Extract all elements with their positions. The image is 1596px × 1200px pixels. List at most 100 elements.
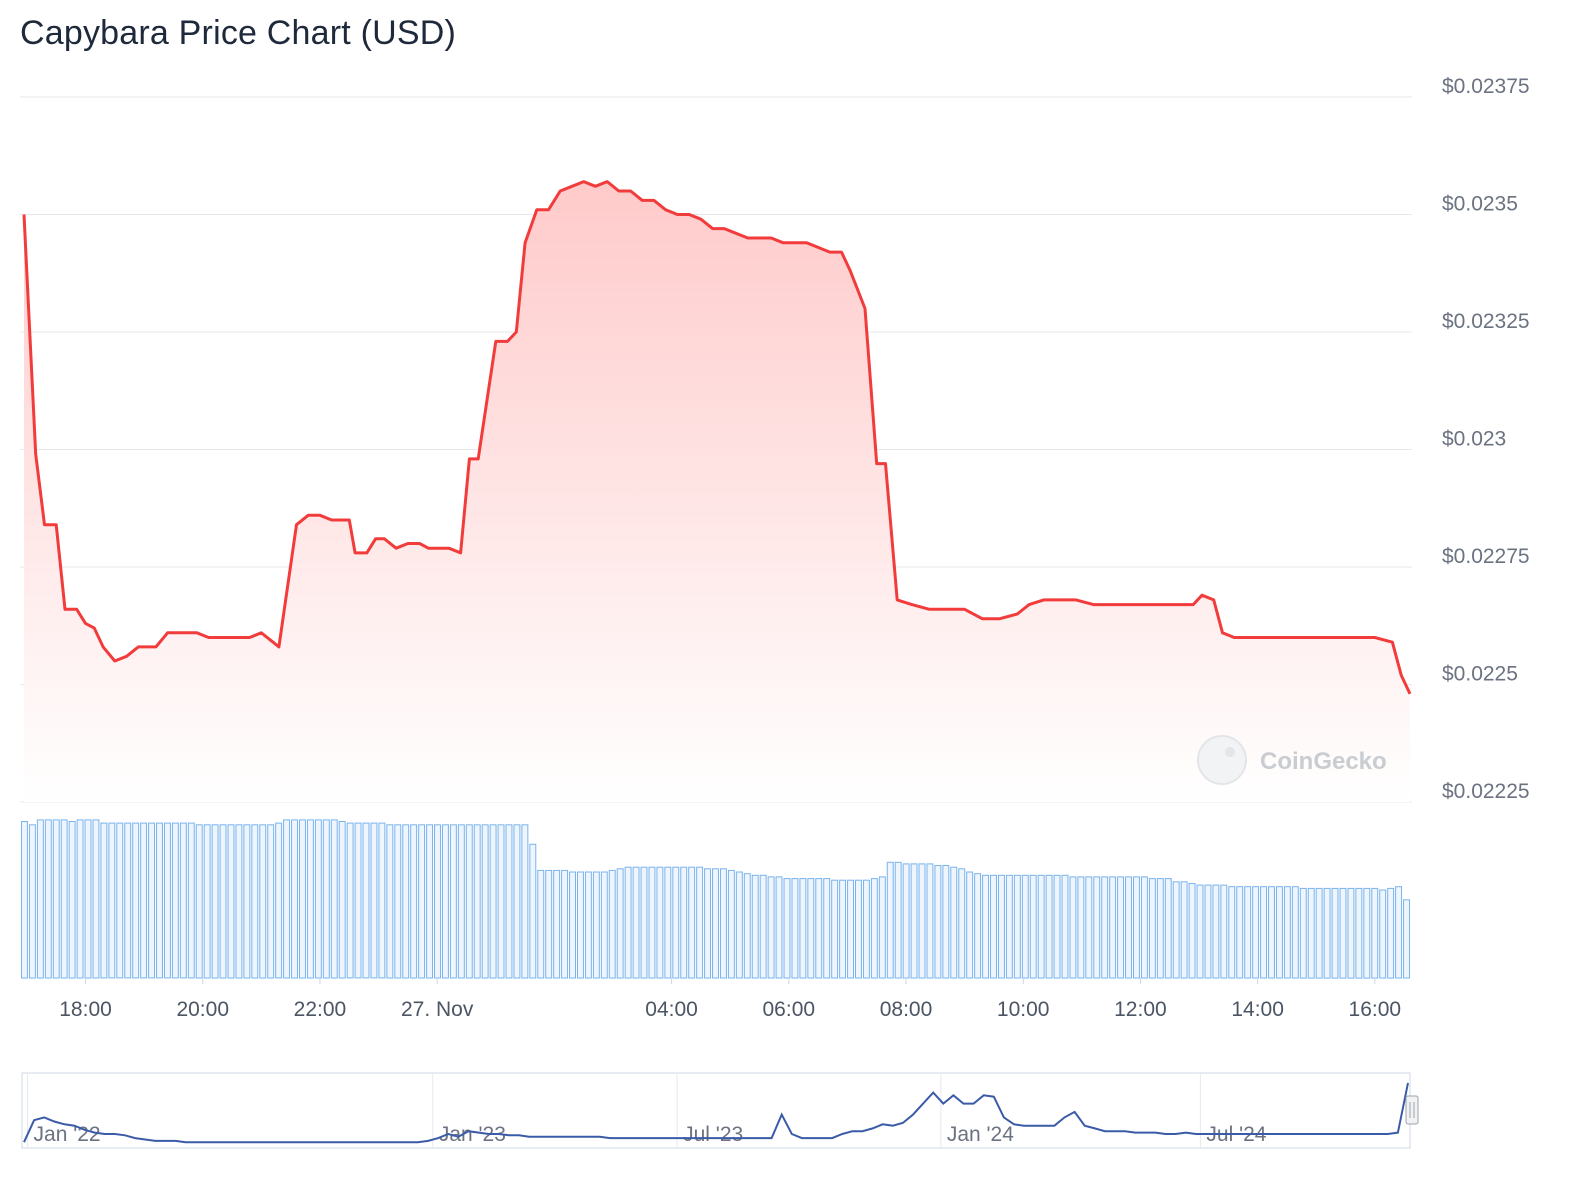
volume-bar (1236, 886, 1244, 979)
volume-bar (608, 869, 616, 979)
volume-bar (505, 824, 513, 979)
volume-bar (489, 824, 497, 979)
volume-bar (1363, 887, 1371, 979)
volume-bar (219, 824, 227, 979)
volume-bar (267, 824, 275, 979)
volume-bar (1403, 899, 1411, 979)
volume-bar (743, 873, 751, 979)
volume-bar (1077, 876, 1085, 979)
price-y-tick-label: $0.0235 (1442, 193, 1518, 216)
time-x-tick-label: 10:00 (997, 998, 1050, 1021)
volume-bar (878, 876, 886, 979)
volume-bar (108, 822, 116, 979)
volume-bar (886, 861, 894, 979)
volume-bar (370, 822, 378, 979)
volume-bar (1117, 876, 1125, 979)
volume-bar (624, 866, 632, 979)
time-x-tick-label: 20:00 (176, 998, 229, 1021)
volume-bar (100, 822, 108, 979)
navigator-handle[interactable] (1405, 1095, 1419, 1125)
volume-bar (950, 866, 958, 979)
price-line[interactable] (22, 180, 1412, 695)
volume-bar (529, 843, 537, 979)
volume-bar (537, 869, 545, 979)
volume-bar (1029, 874, 1037, 979)
volume-bar (338, 821, 346, 979)
range-navigator[interactable]: Jan '22 Jan '23 Jul '23 Jan '24 Jul '24 (21, 1072, 1419, 1149)
navigator-tick-label: Jan '23 (439, 1123, 506, 1146)
volume-bar (457, 824, 465, 979)
volume-bar (974, 873, 982, 979)
volume-bar (1355, 887, 1363, 979)
volume-bar (179, 822, 187, 979)
volume-bar (1069, 876, 1077, 979)
volume-bar (839, 879, 847, 979)
time-x-tick-label: 14:00 (1231, 998, 1284, 1021)
volume-bar (592, 871, 600, 979)
volume-bar (910, 863, 918, 979)
volume-bar (719, 868, 727, 979)
volume-bar (982, 874, 990, 979)
volume-bar (362, 822, 370, 979)
volume-bar (958, 868, 966, 979)
volume-bar (791, 878, 799, 979)
volume-bar (1339, 887, 1347, 979)
volume-bar (1244, 886, 1252, 979)
volume-bar (815, 878, 823, 979)
volume-bar (346, 822, 354, 979)
volume-bar (664, 866, 672, 979)
time-x-tick-label: 08:00 (880, 998, 933, 1021)
volume-bar (52, 819, 60, 979)
volume-bar (306, 819, 314, 979)
volume-bar (727, 869, 735, 979)
volume-bar (1148, 878, 1156, 979)
volume-bar (140, 822, 148, 979)
volume-bar (926, 863, 934, 979)
volume-bar (1061, 874, 1069, 979)
volume-bar (1140, 876, 1148, 979)
volume-bar (402, 824, 410, 979)
volume-bar (227, 824, 235, 979)
volume-bar (84, 819, 92, 979)
price-y-tick-label: $0.02275 (1442, 545, 1530, 568)
volume-bar (1379, 889, 1387, 979)
gecko-logo-icon (1197, 735, 1247, 785)
volume-bar (894, 861, 902, 979)
volume-bar (1260, 886, 1268, 979)
volume-bar (1283, 886, 1291, 979)
navigator-tick-label: Jul '23 (683, 1123, 743, 1146)
volume-bar (1156, 878, 1164, 979)
volume-bar (1085, 876, 1093, 979)
volume-bar (163, 822, 171, 979)
volume-bar (426, 824, 434, 979)
time-x-tick-label: 16:00 (1349, 998, 1402, 1021)
volume-bar (92, 819, 100, 979)
volume-bar (712, 868, 719, 979)
volume-bar (465, 824, 473, 979)
navigator-handle-grip[interactable] (1405, 1095, 1419, 1125)
volume-bar (735, 871, 743, 979)
volume-bar (648, 866, 656, 979)
time-x-tick-label: 06:00 (763, 998, 816, 1021)
volume-bar (672, 866, 680, 979)
volume-bar (410, 824, 418, 979)
volume-bar (330, 819, 338, 979)
volume-bar (640, 866, 648, 979)
price-y-tick-label: $0.023 (1442, 428, 1506, 451)
gecko-eye-icon (1225, 747, 1235, 757)
volume-bar (751, 874, 759, 979)
volume-bar (1109, 876, 1117, 979)
volume-bar (1387, 887, 1395, 979)
volume-bar (704, 868, 712, 979)
volume-bar (966, 871, 974, 979)
price-y-tick-label: $0.02375 (1442, 75, 1530, 98)
volume-bar (616, 868, 624, 979)
volume-bar (171, 822, 179, 979)
volume-bar (441, 824, 449, 979)
volume-bar (862, 879, 870, 979)
volume-bar (855, 879, 862, 979)
time-x-tick-label: 12:00 (1114, 998, 1167, 1021)
volume-bar (1228, 886, 1236, 979)
volume-bar (275, 822, 283, 979)
